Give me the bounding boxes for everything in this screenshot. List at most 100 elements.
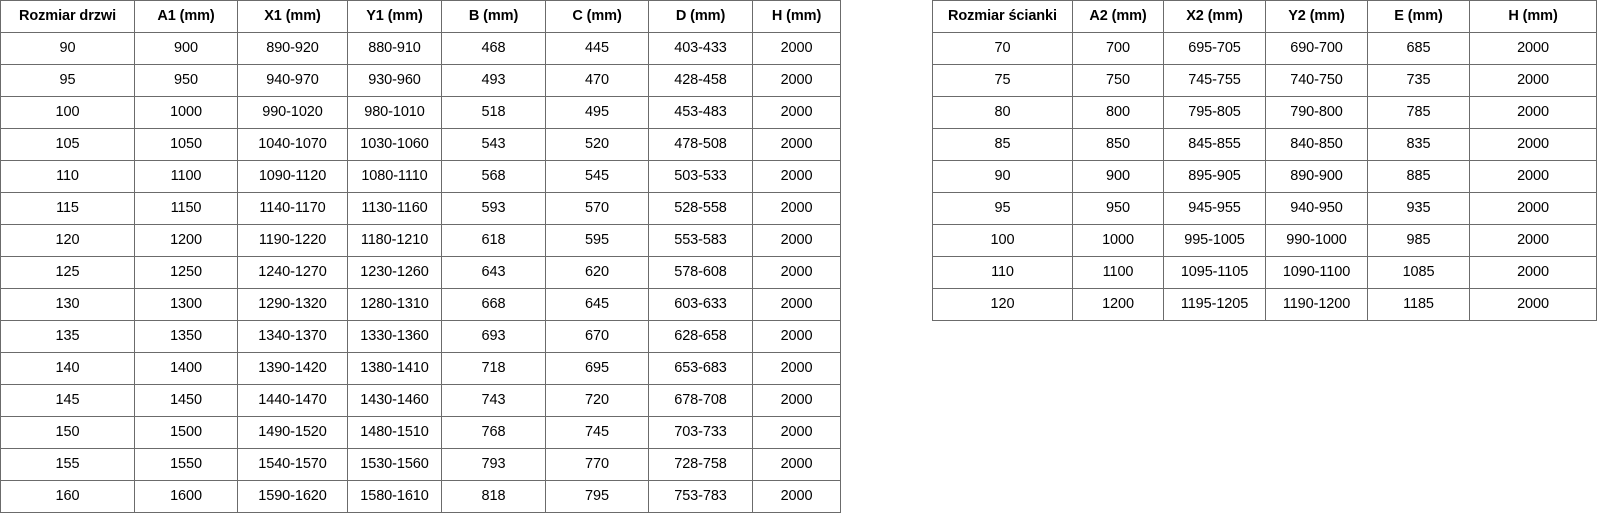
walls-cell: 70 xyxy=(932,32,1073,65)
doors-cell: 900 xyxy=(134,32,238,65)
doors-cell: 653-683 xyxy=(648,352,753,385)
walls-cell: 735 xyxy=(1367,64,1470,97)
doors-cell: 2000 xyxy=(752,32,841,65)
walls-cell: 1090-1100 xyxy=(1265,256,1368,289)
walls-cell: 80 xyxy=(932,96,1073,129)
doors-cell: 2000 xyxy=(752,128,841,161)
doors-cell: 520 xyxy=(545,128,649,161)
table-row: 115 1150 1140-1170 1130-1160 593 570 528-558 20… xyxy=(0,192,841,225)
doors-cell: 493 xyxy=(441,64,546,97)
doors-cell: 468 xyxy=(441,32,546,65)
doors-cell: 545 xyxy=(545,160,649,193)
walls-cell: 2000 xyxy=(1469,256,1597,289)
walls-column-header: A2 (mm) xyxy=(1072,0,1164,33)
doors-cell: 130 xyxy=(0,288,135,321)
table-row: 100 1000 995-1005 990-1000 985 2000 xyxy=(932,224,1597,257)
doors-cell: 1190-1220 xyxy=(237,224,348,257)
doors-cell: 1030-1060 xyxy=(347,128,442,161)
walls-cell: 745-755 xyxy=(1163,64,1266,97)
walls-cell: 990-1000 xyxy=(1265,224,1368,257)
walls-cell: 900 xyxy=(1072,160,1164,193)
walls-cell: 790-800 xyxy=(1265,96,1368,129)
table-row: 80 800 795-805 790-800 785 2000 xyxy=(932,96,1597,129)
doors-cell: 1140-1170 xyxy=(237,192,348,225)
walls-cell: 885 xyxy=(1367,160,1470,193)
doors-cell: 495 xyxy=(545,96,649,129)
doors-cell: 628-658 xyxy=(648,320,753,353)
table-row: 110 1100 1095-1105 1090-1100 1085 2000 xyxy=(932,256,1597,289)
walls-cell: 1200 xyxy=(1072,288,1164,321)
doors-cell: 703-733 xyxy=(648,416,753,449)
doors-cell: 643 xyxy=(441,256,546,289)
doors-cell: 720 xyxy=(545,384,649,417)
doors-cell: 693 xyxy=(441,320,546,353)
walls-cell: 695-705 xyxy=(1163,32,1266,65)
doors-cell: 453-483 xyxy=(648,96,753,129)
doors-cell: 125 xyxy=(0,256,135,289)
doors-cell: 115 xyxy=(0,192,135,225)
doors-cell: 1100 xyxy=(134,160,238,193)
doors-table-header: Rozmiar drzwi A1 (mm) X1 (mm) Y1 (mm) B (mm)… xyxy=(0,0,841,33)
doors-column-header: H (mm) xyxy=(752,0,841,33)
doors-cell: 1530-1560 xyxy=(347,448,442,481)
doors-cell: 543 xyxy=(441,128,546,161)
doors-cell: 478-508 xyxy=(648,128,753,161)
doors-cell: 950 xyxy=(134,64,238,97)
doors-cell: 428-458 xyxy=(648,64,753,97)
walls-cell: 850 xyxy=(1072,128,1164,161)
table-row: 70 700 695-705 690-700 685 2000 xyxy=(932,32,1597,65)
doors-cell: 1290-1320 xyxy=(237,288,348,321)
table-row: 150 1500 1490-1520 1480-1510 768 745 703-733 20… xyxy=(0,416,841,449)
doors-column-header: D (mm) xyxy=(648,0,753,33)
walls-cell: 95 xyxy=(932,192,1073,225)
table-row: 155 1550 1540-1570 1530-1560 793 770 728-758 20… xyxy=(0,448,841,481)
doors-column-header: B (mm) xyxy=(441,0,546,33)
doors-cell: 1480-1510 xyxy=(347,416,442,449)
walls-cell: 985 xyxy=(1367,224,1470,257)
doors-cell: 553-583 xyxy=(648,224,753,257)
walls-cell: 835 xyxy=(1367,128,1470,161)
walls-cell: 1190-1200 xyxy=(1265,288,1368,321)
doors-cell: 105 xyxy=(0,128,135,161)
doors-cell: 2000 xyxy=(752,416,841,449)
doors-column-header: A1 (mm) xyxy=(134,0,238,33)
doors-cell: 2000 xyxy=(752,160,841,193)
doors-cell: 140 xyxy=(0,352,135,385)
table-header-row: Rozmiar drzwi A1 (mm) X1 (mm) Y1 (mm) B (mm)… xyxy=(0,0,841,33)
table-row: 85 850 845-855 840-850 835 2000 xyxy=(932,128,1597,161)
walls-cell: 785 xyxy=(1367,96,1470,129)
doors-cell: 595 xyxy=(545,224,649,257)
walls-cell: 2000 xyxy=(1469,160,1597,193)
doors-cell: 1500 xyxy=(134,416,238,449)
doors-cell: 603-633 xyxy=(648,288,753,321)
walls-cell: 1195-1205 xyxy=(1163,288,1266,321)
walls-cell: 800 xyxy=(1072,96,1164,129)
doors-cell: 2000 xyxy=(752,64,841,97)
doors-cell: 1590-1620 xyxy=(237,480,348,513)
walls-cell: 2000 xyxy=(1469,192,1597,225)
doors-cell: 2000 xyxy=(752,352,841,385)
doors-cell: 753-783 xyxy=(648,480,753,513)
doors-cell: 880-910 xyxy=(347,32,442,65)
doors-cell: 743 xyxy=(441,384,546,417)
doors-cell: 940-970 xyxy=(237,64,348,97)
doors-cell: 930-960 xyxy=(347,64,442,97)
doors-cell: 110 xyxy=(0,160,135,193)
doors-cell: 1330-1360 xyxy=(347,320,442,353)
doors-cell: 1200 xyxy=(134,224,238,257)
doors-cell: 1400 xyxy=(134,352,238,385)
walls-cell: 100 xyxy=(932,224,1073,257)
doors-cell: 728-758 xyxy=(648,448,753,481)
table-row: 140 1400 1390-1420 1380-1410 718 695 653-683 20… xyxy=(0,352,841,385)
walls-cell: 90 xyxy=(932,160,1073,193)
walls-cell: 895-905 xyxy=(1163,160,1266,193)
doors-cell: 1230-1260 xyxy=(347,256,442,289)
doors-cell: 2000 xyxy=(752,256,841,289)
doors-cell: 890-920 xyxy=(237,32,348,65)
doors-cell: 160 xyxy=(0,480,135,513)
doors-cell: 1430-1460 xyxy=(347,384,442,417)
doors-cell: 135 xyxy=(0,320,135,353)
walls-column-header: E (mm) xyxy=(1367,0,1470,33)
table-header-row: Rozmiar ścianki A2 (mm) X2 (mm) Y2 (mm) E (m… xyxy=(932,0,1597,33)
